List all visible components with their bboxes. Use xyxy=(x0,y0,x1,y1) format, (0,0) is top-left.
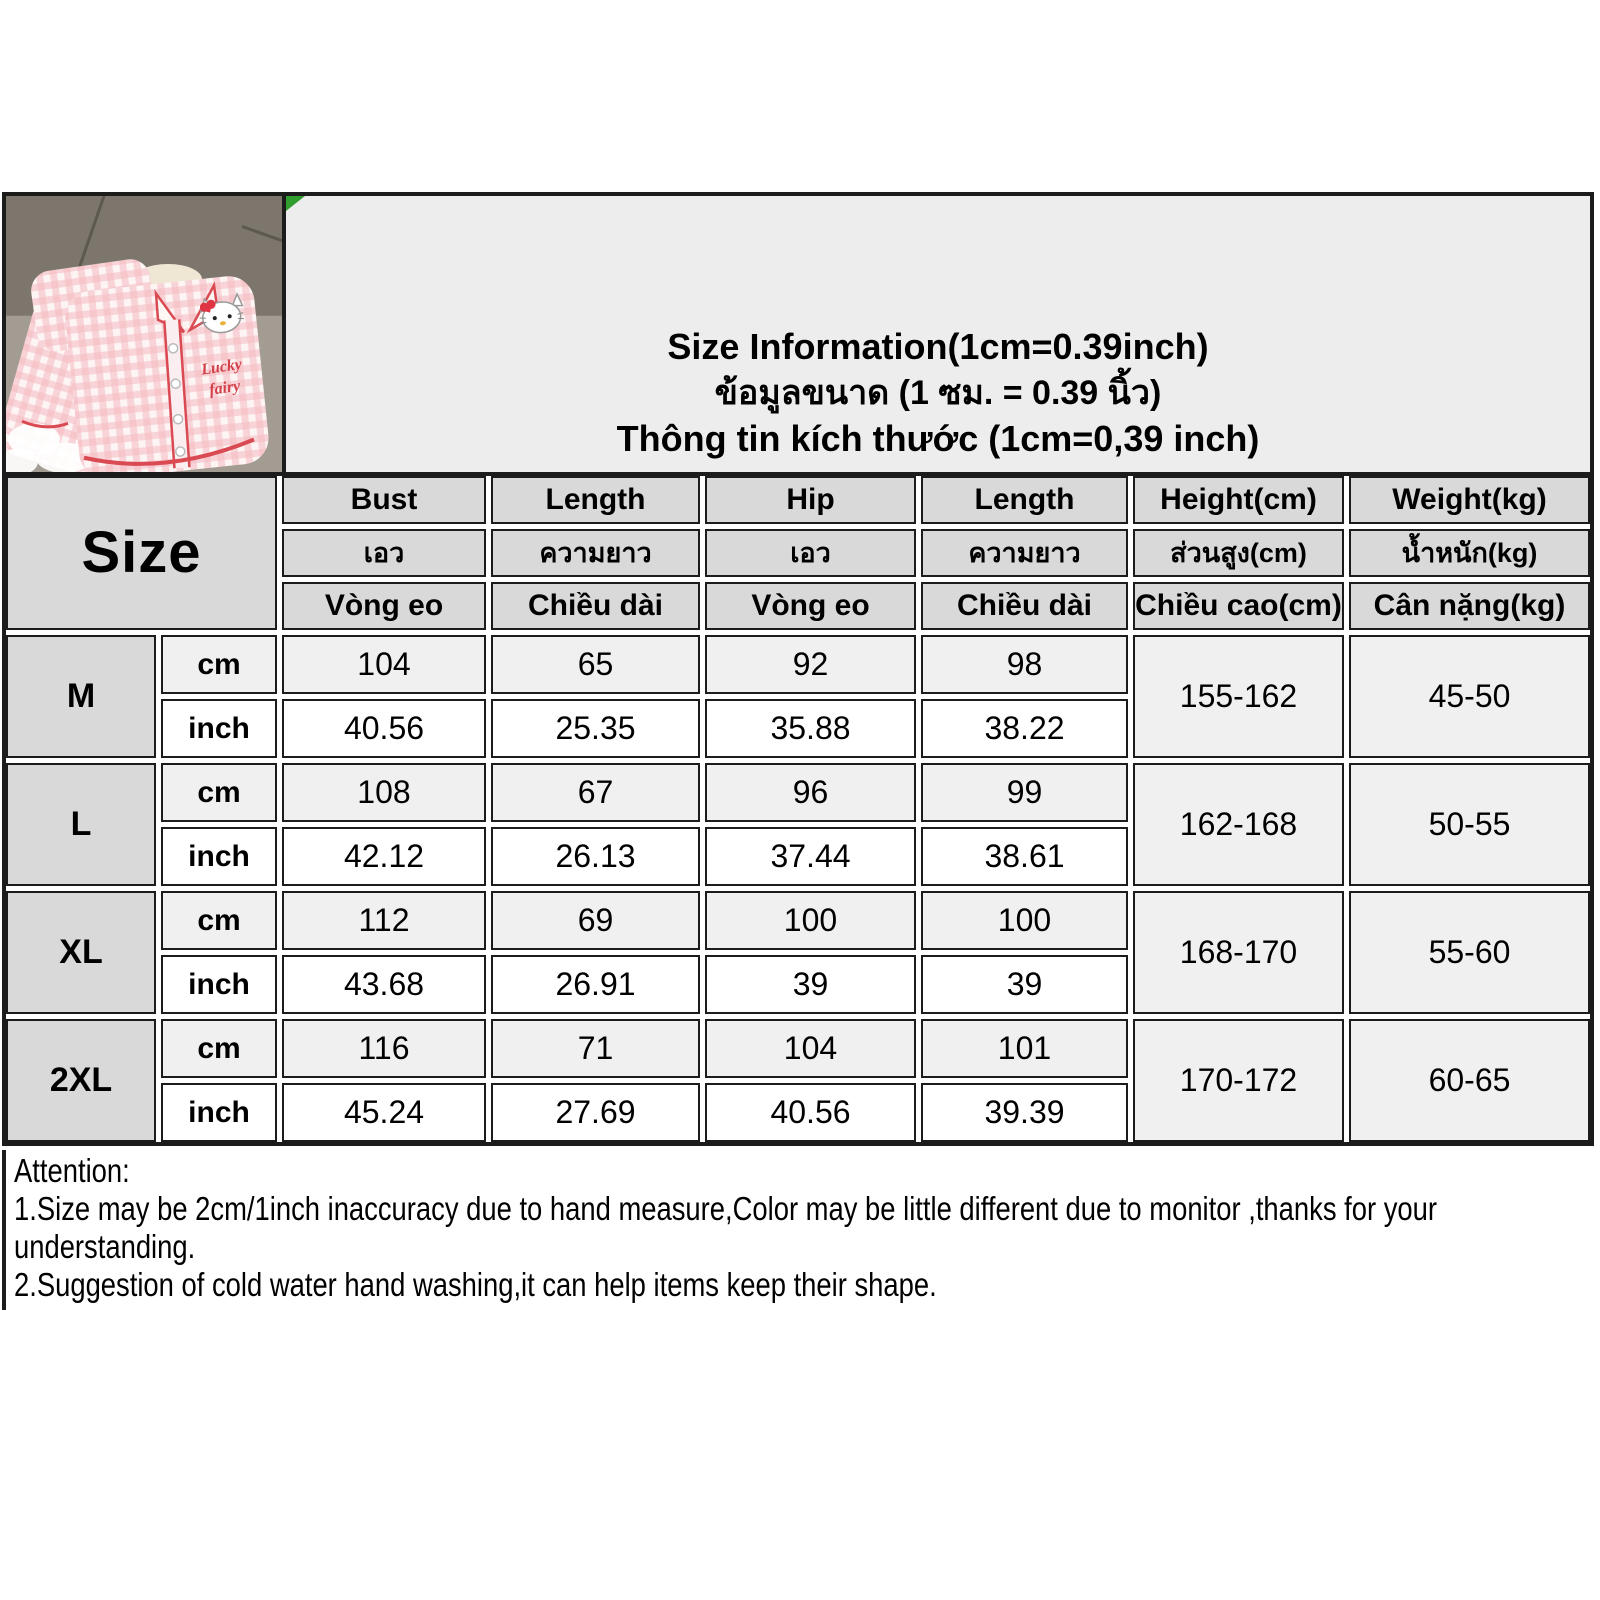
row-xl-hip-cm: 100 xyxy=(705,891,916,950)
size-info-title-en: Size Information(1cm=0.39inch) xyxy=(667,326,1209,367)
size-header-cell: Size xyxy=(6,476,277,630)
col-height-th: ส่วนสูง(cm) xyxy=(1133,529,1344,577)
attention-notes: Attention: 1.Size may be 2cm/1inch inacc… xyxy=(2,1150,1568,1310)
row-l-hip-cm: 96 xyxy=(705,763,916,822)
row-m-height: 155-162 xyxy=(1133,635,1344,758)
row-xl-label: XL xyxy=(6,891,156,1014)
row-2xl-weight: 60-65 xyxy=(1349,1019,1590,1142)
row-2xl-hip-cm: 104 xyxy=(705,1019,916,1078)
row-l-length1-inch: 26.13 xyxy=(491,827,700,886)
row-2xl-hip-inch: 40.56 xyxy=(705,1083,916,1142)
col-bust-en: Bust xyxy=(282,476,486,524)
green-corner-marker-icon xyxy=(286,196,305,211)
row-m-weight: 45-50 xyxy=(1349,635,1590,758)
row-l-bust-inch: 42.12 xyxy=(282,827,486,886)
row-m-bust-inch: 40.56 xyxy=(282,699,486,758)
row-xl-height: 168-170 xyxy=(1133,891,1344,1014)
row-xl-unit-cm: cm xyxy=(161,891,277,950)
attention-note-2: 2.Suggestion of cold water hand washing,… xyxy=(14,1266,937,1303)
top-block: Lucky fairy Size Information(1cm=0.39inc… xyxy=(2,192,1594,472)
row-m-length1-inch: 25.35 xyxy=(491,699,700,758)
attention-title: Attention: xyxy=(14,1152,130,1189)
col-bust-th: เอว xyxy=(282,529,486,577)
row-l-height: 162-168 xyxy=(1133,763,1344,886)
row-xl-length1-inch: 26.91 xyxy=(491,955,700,1014)
pajama-photo-illustration: Lucky fairy xyxy=(6,196,282,472)
row-xl-bust-inch: 43.68 xyxy=(282,955,486,1014)
row-2xl-bust-cm: 116 xyxy=(282,1019,486,1078)
row-m-hip-cm: 92 xyxy=(705,635,916,694)
row-l-length2-cm: 99 xyxy=(921,763,1128,822)
row-m-hip-inch: 35.88 xyxy=(705,699,916,758)
row-m-unit-inch: inch xyxy=(161,699,277,758)
col-bust-vi: Vòng eo xyxy=(282,582,486,630)
row-xl-weight: 55-60 xyxy=(1349,891,1590,1014)
col-length2-th: ความยาว xyxy=(921,529,1128,577)
row-xl-length1-cm: 69 xyxy=(491,891,700,950)
row-l-length2-inch: 38.61 xyxy=(921,827,1128,886)
col-hip-vi: Vòng eo xyxy=(705,582,916,630)
row-m-length2-inch: 38.22 xyxy=(921,699,1128,758)
col-length1-vi: Chiều dài xyxy=(491,582,700,630)
row-m-length1-cm: 65 xyxy=(491,635,700,694)
row-m-unit-cm: cm xyxy=(161,635,277,694)
size-info-title-vi: Thông tin kích thước (1cm=0,39 inch) xyxy=(616,418,1260,459)
row-m-bust-cm: 104 xyxy=(282,635,486,694)
row-xl-unit-inch: inch xyxy=(161,955,277,1014)
row-xl-hip-inch: 39 xyxy=(705,955,916,1014)
col-length1-en: Length xyxy=(491,476,700,524)
col-hip-th: เอว xyxy=(705,529,916,577)
col-weight-th: น้ำหนัก(kg) xyxy=(1349,529,1590,577)
row-l-hip-inch: 37.44 xyxy=(705,827,916,886)
kitty-patch xyxy=(199,292,245,334)
product-photo: Lucky fairy xyxy=(6,196,282,472)
row-2xl-length2-inch: 39.39 xyxy=(921,1083,1128,1142)
row-m-label: M xyxy=(6,635,156,758)
row-l-weight: 50-55 xyxy=(1349,763,1590,886)
row-l-bust-cm: 108 xyxy=(282,763,486,822)
row-2xl-height: 170-172 xyxy=(1133,1019,1344,1142)
row-2xl-length1-inch: 27.69 xyxy=(491,1083,700,1142)
row-xl-bust-cm: 112 xyxy=(282,891,486,950)
size-info-title-th: ข้อมูลขนาด (1 ซม. = 0.39 นิ้ว) xyxy=(714,374,1162,412)
size-info-panel: Size Information(1cm=0.39inch) ข้อมูลขนา… xyxy=(282,196,1590,472)
col-length1-th: ความยาว xyxy=(491,529,700,577)
row-l-unit-cm: cm xyxy=(161,763,277,822)
row-l-label: L xyxy=(6,763,156,886)
col-weight-en: Weight(kg) xyxy=(1349,476,1590,524)
row-2xl-length1-cm: 71 xyxy=(491,1019,700,1078)
row-2xl-unit-cm: cm xyxy=(161,1019,277,1078)
row-2xl-bust-inch: 45.24 xyxy=(282,1083,486,1142)
col-weight-vi: Cân nặng(kg) xyxy=(1349,582,1590,630)
row-l-unit-inch: inch xyxy=(161,827,277,886)
row-xl-length2-cm: 100 xyxy=(921,891,1128,950)
col-height-en: Height(cm) xyxy=(1133,476,1344,524)
col-height-vi: Chiều cao(cm) xyxy=(1133,582,1344,630)
col-length2-vi: Chiều dài xyxy=(921,582,1128,630)
col-length2-en: Length xyxy=(921,476,1128,524)
row-m-length2-cm: 98 xyxy=(921,635,1128,694)
row-2xl-unit-inch: inch xyxy=(161,1083,277,1142)
brand-text-line1: Lucky xyxy=(199,356,244,379)
row-2xl-label: 2XL xyxy=(6,1019,156,1142)
row-2xl-length2-cm: 101 xyxy=(921,1019,1128,1078)
attention-note-1: 1.Size may be 2cm/1inch inaccuracy due t… xyxy=(14,1190,1437,1265)
size-table: Size Bust Length Hip Length Height(cm) W… xyxy=(2,472,1594,1146)
col-hip-en: Hip xyxy=(705,476,916,524)
row-l-length1-cm: 67 xyxy=(491,763,700,822)
brand-text-line2: fairy xyxy=(208,377,242,398)
row-xl-length2-inch: 39 xyxy=(921,955,1128,1014)
